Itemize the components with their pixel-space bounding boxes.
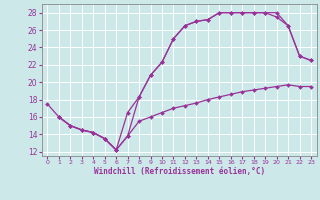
X-axis label: Windchill (Refroidissement éolien,°C): Windchill (Refroidissement éolien,°C) bbox=[94, 167, 265, 176]
